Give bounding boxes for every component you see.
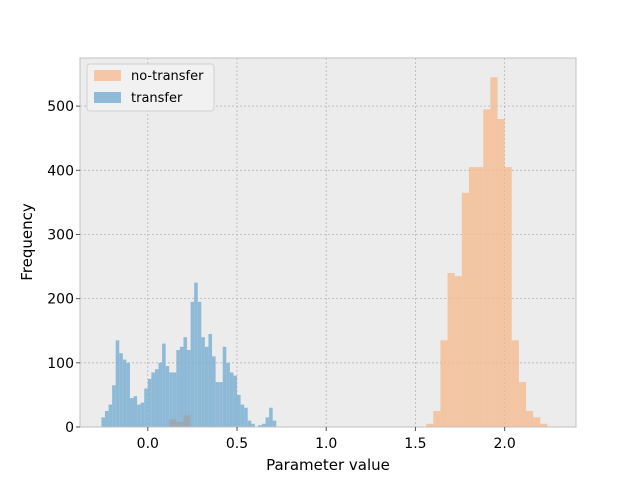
y-tick-label: 400 <box>47 163 74 179</box>
bar-transfer <box>169 372 173 427</box>
bar-transfer <box>194 282 198 427</box>
bar-transfer <box>158 362 163 427</box>
bar-transfer <box>144 388 148 427</box>
bar-transfer <box>154 369 159 427</box>
bar-overlap <box>183 415 191 427</box>
bar-transfer <box>133 396 138 427</box>
bar-transfer <box>251 423 255 427</box>
x-tick-label: 1.5 <box>404 436 426 452</box>
series-no-transfer <box>426 77 548 428</box>
y-tick-label: 100 <box>47 356 74 372</box>
bar-no-transfer <box>483 109 491 428</box>
bar-transfer <box>187 349 191 427</box>
bar-transfer <box>261 423 266 427</box>
bar-transfer <box>179 346 184 427</box>
bar-transfer <box>204 346 209 427</box>
x-tick-label: 1.0 <box>315 436 337 452</box>
bar-transfer <box>258 425 262 427</box>
bar-transfer <box>215 382 220 427</box>
bar-no-transfer <box>468 167 477 428</box>
bar-transfer <box>108 404 113 427</box>
bar-transfer <box>244 407 248 427</box>
bar-no-transfer <box>504 167 512 428</box>
bar-transfer <box>104 410 109 427</box>
bar-no-transfer <box>476 167 484 428</box>
legend-label-transfer: transfer <box>131 91 183 106</box>
bar-no-transfer <box>490 77 498 428</box>
axis-ticks: 0.0 0.5 1.0 1.5 2.0 0 100 200 300 400 500 <box>47 99 516 452</box>
bar-transfer <box>112 385 116 427</box>
legend-label-no-transfer: no-transfer <box>131 69 204 84</box>
bar-no-transfer <box>447 272 455 427</box>
bar-transfer <box>272 420 277 427</box>
bar-transfer <box>190 301 195 427</box>
bar-transfer <box>226 362 230 427</box>
series-transfer <box>101 282 277 427</box>
bar-no-transfer <box>440 340 448 427</box>
bar-transfer <box>101 417 105 427</box>
bar-no-transfer <box>454 276 462 427</box>
y-tick-label: 500 <box>47 99 74 115</box>
bar-transfer <box>162 343 166 427</box>
bar-transfer <box>219 382 223 427</box>
bar-no-transfer <box>540 423 548 427</box>
legend: no-transfer transfer <box>86 63 215 112</box>
bar-transfer <box>237 394 241 427</box>
bar-transfer <box>172 372 177 427</box>
x-tick-label: 0.5 <box>226 436 248 452</box>
bar-transfer <box>183 337 188 427</box>
bar-transfer <box>240 404 245 427</box>
x-tick-label: 0.0 <box>137 436 159 452</box>
bar-overlap <box>176 421 184 427</box>
bar-transfer <box>233 375 238 427</box>
x-axis-label: Parameter value <box>266 456 390 474</box>
bar-transfer <box>265 417 270 427</box>
legend-swatch-no-transfer <box>94 70 121 81</box>
y-tick-label: 0 <box>65 420 74 436</box>
bar-transfer <box>119 353 123 427</box>
bar-transfer <box>122 359 127 427</box>
bar-transfer <box>222 346 227 427</box>
series-overlap <box>169 415 191 427</box>
bar-transfer <box>140 402 145 427</box>
bar-no-transfer <box>511 340 519 427</box>
y-tick-label: 300 <box>47 227 74 243</box>
bar-transfer <box>115 340 120 427</box>
y-tick-label: 200 <box>47 292 74 308</box>
bar-transfer <box>151 372 155 427</box>
bar-no-transfer <box>526 410 534 427</box>
bar-transfer <box>269 407 273 427</box>
plot-frame <box>79 57 577 428</box>
x-tick-label: 2.0 <box>494 436 516 452</box>
bar-transfer <box>208 333 213 427</box>
bar-overlap <box>169 419 177 427</box>
bar-transfer <box>176 349 180 427</box>
bar-no-transfer <box>433 410 441 427</box>
bar-transfer <box>126 362 130 427</box>
bar-transfer <box>247 420 252 427</box>
bar-no-transfer <box>518 382 527 427</box>
bar-transfer <box>201 337 205 427</box>
bar-transfer <box>165 366 170 427</box>
bar-no-transfer <box>533 417 541 427</box>
legend-swatch-transfer <box>94 92 121 103</box>
bar-no-transfer <box>426 423 434 427</box>
bar-no-transfer <box>497 118 505 428</box>
histogram-bars <box>101 77 548 428</box>
y-axis-label: Frequency <box>18 203 36 281</box>
bar-no-transfer <box>461 192 469 427</box>
bar-transfer <box>229 372 234 427</box>
bar-transfer <box>212 356 216 427</box>
bar-transfer <box>137 404 141 427</box>
bar-transfer <box>197 301 202 427</box>
bar-transfer <box>147 378 152 427</box>
bar-transfer <box>129 398 134 427</box>
